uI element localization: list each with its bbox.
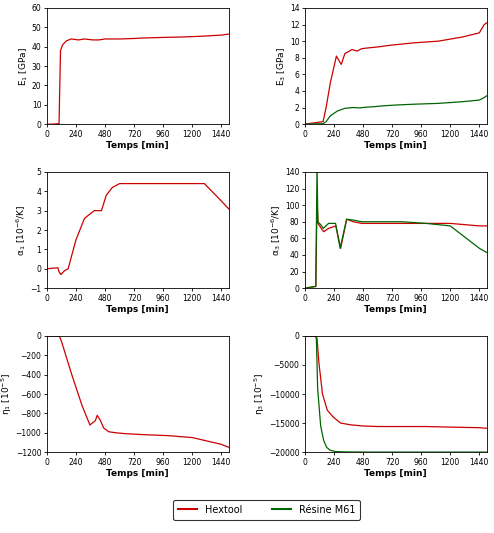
Y-axis label: α$_3$ [10$^{-6}$/K]: α$_3$ [10$^{-6}$/K] — [269, 204, 283, 256]
X-axis label: Temps [min]: Temps [min] — [365, 469, 427, 478]
Legend: Hextool, Résine M61: Hextool, Résine M61 — [173, 500, 360, 520]
X-axis label: Temps [min]: Temps [min] — [365, 141, 427, 150]
Y-axis label: η$_3$ [10$^{-5}$]: η$_3$ [10$^{-5}$] — [252, 373, 267, 415]
X-axis label: Temps [min]: Temps [min] — [365, 305, 427, 314]
Y-axis label: η$_1$ [10$^{-5}$]: η$_1$ [10$^{-5}$] — [0, 373, 13, 415]
X-axis label: Temps [min]: Temps [min] — [106, 141, 169, 150]
Y-axis label: E$_3$ [GPa]: E$_3$ [GPa] — [275, 46, 288, 86]
X-axis label: Temps [min]: Temps [min] — [106, 469, 169, 478]
X-axis label: Temps [min]: Temps [min] — [106, 305, 169, 314]
Y-axis label: α$_1$ [10$^{-6}$/K]: α$_1$ [10$^{-6}$/K] — [14, 204, 28, 256]
Y-axis label: E$_1$ [GPa]: E$_1$ [GPa] — [17, 46, 30, 86]
